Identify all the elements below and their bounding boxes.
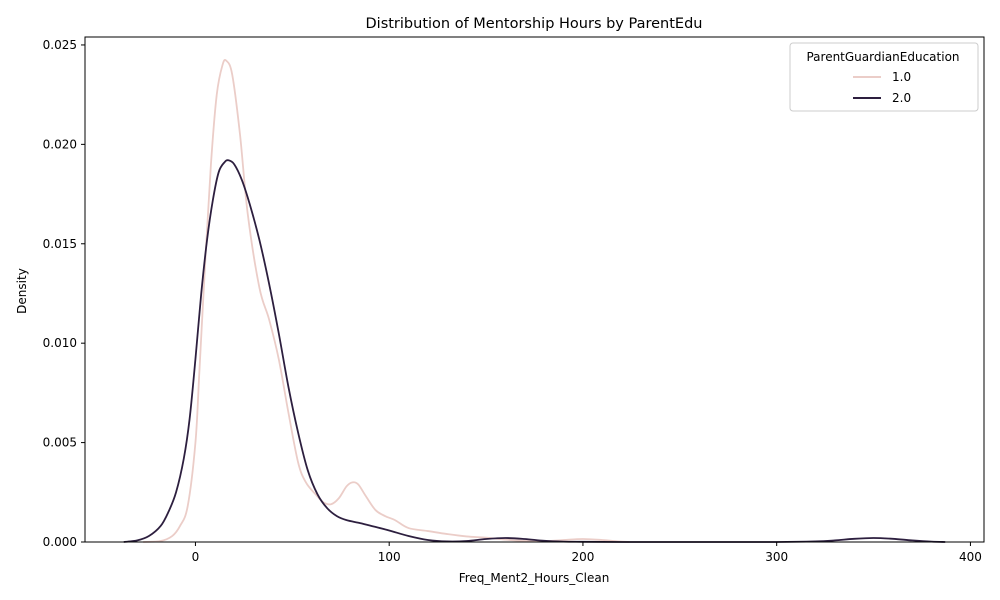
density-line-series-1: [143, 59, 630, 543]
y-axis-label: Density: [15, 268, 29, 314]
plot-frame: [84, 36, 985, 543]
plot-area: [123, 59, 946, 543]
density-line-series-2: [123, 159, 946, 543]
x-axis: 0 100 200 300 400: [192, 542, 982, 564]
y-tick-label: 0.025: [43, 38, 77, 52]
legend-label-series-2: 2.0: [892, 91, 911, 105]
y-tick-label: 0.015: [43, 237, 77, 251]
x-tick-label: 0: [192, 550, 200, 564]
y-tick-label: 0.005: [43, 436, 77, 450]
legend-title: ParentGuardianEducation: [806, 50, 959, 64]
x-tick-label: 300: [765, 550, 788, 564]
x-tick-label: 200: [571, 550, 594, 564]
legend: ParentGuardianEducation 1.0 2.0: [789, 42, 979, 112]
x-tick-label: 100: [378, 550, 401, 564]
y-tick-label: 0.000: [43, 535, 77, 549]
x-axis-label: Freq_Ment2_Hours_Clean: [459, 571, 610, 585]
x-tick-label: 400: [959, 550, 982, 564]
legend-label-series-1: 1.0: [892, 70, 911, 84]
legend-box: [789, 42, 979, 112]
y-tick-label: 0.010: [43, 336, 77, 350]
y-axis: 0.000 0.005 0.010 0.015 0.020 0.025: [43, 38, 85, 549]
y-tick-label: 0.020: [43, 137, 77, 151]
chart-title: Distribution of Mentorship Hours by Pare…: [366, 16, 703, 32]
